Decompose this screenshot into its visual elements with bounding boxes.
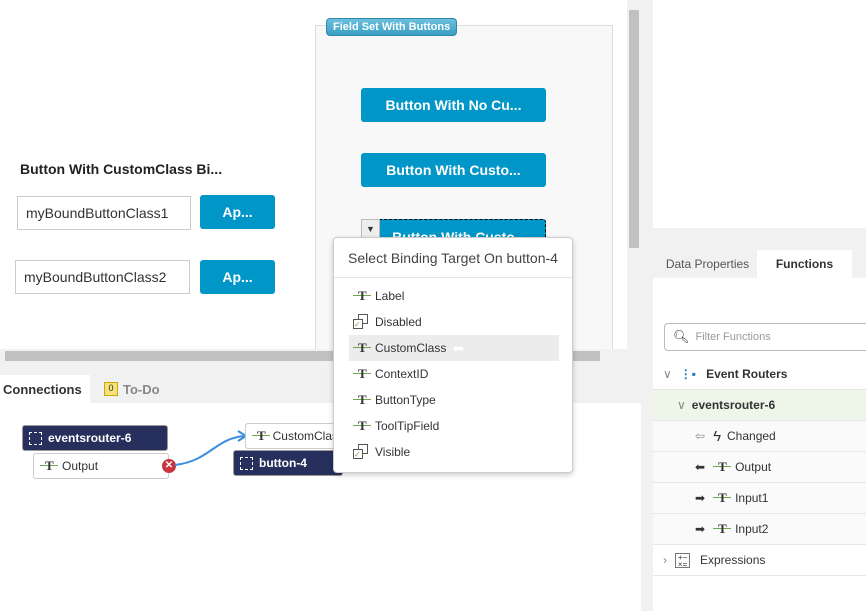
item-label: Disabled: [375, 315, 422, 329]
text-field-1[interactable]: myBoundButtonClass1: [17, 196, 191, 230]
item-label: ToolTipField: [375, 419, 440, 433]
text-icon: T: [353, 392, 375, 408]
tree-label: Event Routers: [706, 367, 788, 381]
filter-placeholder: Filter Functions: [695, 331, 771, 343]
text-icon: T: [252, 428, 273, 444]
tab-todo[interactable]: 0 To-Do: [92, 375, 168, 403]
tab-data-properties[interactable]: Data Properties: [665, 257, 750, 271]
tab-connections[interactable]: Connections: [0, 375, 90, 403]
tree-expressions[interactable]: › +− ×= Expressions: [653, 545, 866, 576]
checkbox-icon: ✓: [353, 314, 369, 330]
widget-icon: [240, 456, 253, 470]
text-icon: T: [713, 459, 735, 475]
arrow-left-icon: ⬅: [695, 460, 706, 474]
item-label: ButtonType: [375, 393, 436, 407]
text-icon: T: [353, 366, 375, 382]
event-lightning-icon: ϟ: [713, 427, 722, 445]
button-no-custom[interactable]: Button With No Cu...: [361, 88, 546, 122]
filter-functions-input[interactable]: 🔍︎ Filter Functions: [664, 323, 866, 351]
node-eventsrouter[interactable]: eventsrouter-6: [22, 425, 168, 451]
tree-label: Changed: [727, 429, 776, 443]
tree-label: Expressions: [700, 553, 766, 567]
text-icon: T: [40, 458, 62, 474]
node-label: button-4: [259, 456, 307, 470]
binding-dropdown-toggle[interactable]: ▼: [361, 219, 380, 239]
chevron-down-icon: ∨: [663, 367, 672, 381]
functions-panel: 🔍︎ Filter Functions ∨ ⋮▪ Event Routers ∨ ev…: [653, 278, 866, 611]
text-icon: T: [353, 418, 375, 434]
button-custom[interactable]: Button With Custo...: [361, 153, 546, 187]
binding-item-visible[interactable]: ✓ Visible: [349, 439, 559, 465]
text-icon: T: [353, 340, 375, 356]
text-icon: T: [713, 490, 735, 506]
tree-output[interactable]: ⬅ T Output: [653, 452, 866, 483]
tree-eventsrouter-6[interactable]: ∨ eventsrouter-6: [653, 390, 866, 421]
item-label: ContextID: [375, 367, 429, 381]
arrow-left-icon: ⬅: [452, 339, 465, 356]
binding-item-label[interactable]: T Label: [349, 283, 559, 309]
todo-note-icon: 0: [104, 382, 118, 396]
apply-button-2[interactable]: Ap...: [200, 260, 275, 294]
item-label: Visible: [375, 445, 411, 459]
properties-panel: [653, 0, 866, 228]
binding-item-disabled[interactable]: ✓ Disabled: [349, 309, 559, 335]
tab-functions[interactable]: Functions: [757, 250, 852, 278]
node-label: eventsrouter-6: [48, 431, 132, 445]
item-label: Label: [375, 289, 405, 303]
node-customclass[interactable]: T CustomClass: [245, 423, 345, 449]
item-label: CustomClass: [375, 341, 447, 355]
binding-item-customclass[interactable]: T CustomClass ⬅: [349, 335, 559, 361]
scroll-thumb[interactable]: [629, 10, 639, 248]
tab-todo-label: To-Do: [123, 381, 160, 397]
tree-input2[interactable]: ➡ T Input2: [653, 514, 866, 545]
binding-item-contextid[interactable]: T ContextID: [349, 361, 559, 387]
node-output[interactable]: T Output: [33, 453, 169, 479]
node-label: Output: [62, 459, 99, 473]
text-icon: T: [713, 521, 735, 537]
tree-changed[interactable]: ⇦ ϟ Changed: [653, 421, 866, 452]
tree-label: Input2: [735, 522, 769, 536]
binding-item-buttontype[interactable]: T ButtonType: [349, 387, 559, 413]
scroll-thumb[interactable]: [5, 351, 600, 361]
connections-panel: eventsrouter-6 T Output ✕ T CustomClass bu…: [0, 403, 641, 611]
node-button-4[interactable]: button-4: [233, 450, 343, 476]
event-router-icon: ⋮▪: [679, 367, 697, 381]
widget-icon: [29, 431, 42, 445]
fieldset-legend: Field Set With Buttons: [326, 18, 458, 36]
expressions-icon: +− ×=: [675, 552, 690, 568]
chevron-right-icon: ›: [663, 553, 667, 567]
text-field-2[interactable]: myBoundButtonClass2: [15, 260, 190, 294]
chevron-down-icon: ∨: [677, 398, 686, 412]
tree-label: eventsrouter-6: [691, 398, 776, 412]
tree-event-routers[interactable]: ∨ ⋮▪ Event Routers: [653, 359, 866, 390]
arrow-right-icon: ➡: [695, 491, 706, 505]
remove-connection-icon[interactable]: ✕: [162, 459, 176, 473]
canvas-heading: Button With CustomClass Bi...: [20, 161, 223, 177]
apply-button-1[interactable]: Ap...: [200, 195, 275, 229]
text-icon: T: [353, 288, 375, 304]
tree-label: Input1: [735, 491, 769, 505]
checkbox-icon: ✓: [353, 444, 369, 460]
arrow-left-outline-icon: ⇦: [695, 429, 706, 443]
tree-input1[interactable]: ➡ T Input1: [653, 483, 866, 514]
node-label: CustomClass: [272, 429, 344, 443]
search-icon: 🔍︎: [673, 329, 690, 344]
binding-target-popup: Select Binding Target On button-4 T Label…: [333, 237, 573, 473]
popup-title: Select Binding Target On button-4: [334, 238, 572, 278]
vertical-scrollbar[interactable]: [627, 0, 641, 349]
tree-label: Output: [735, 460, 772, 474]
arrow-right-icon: ➡: [695, 522, 706, 536]
binding-item-tooltipfield[interactable]: T ToolTipField: [349, 413, 559, 439]
